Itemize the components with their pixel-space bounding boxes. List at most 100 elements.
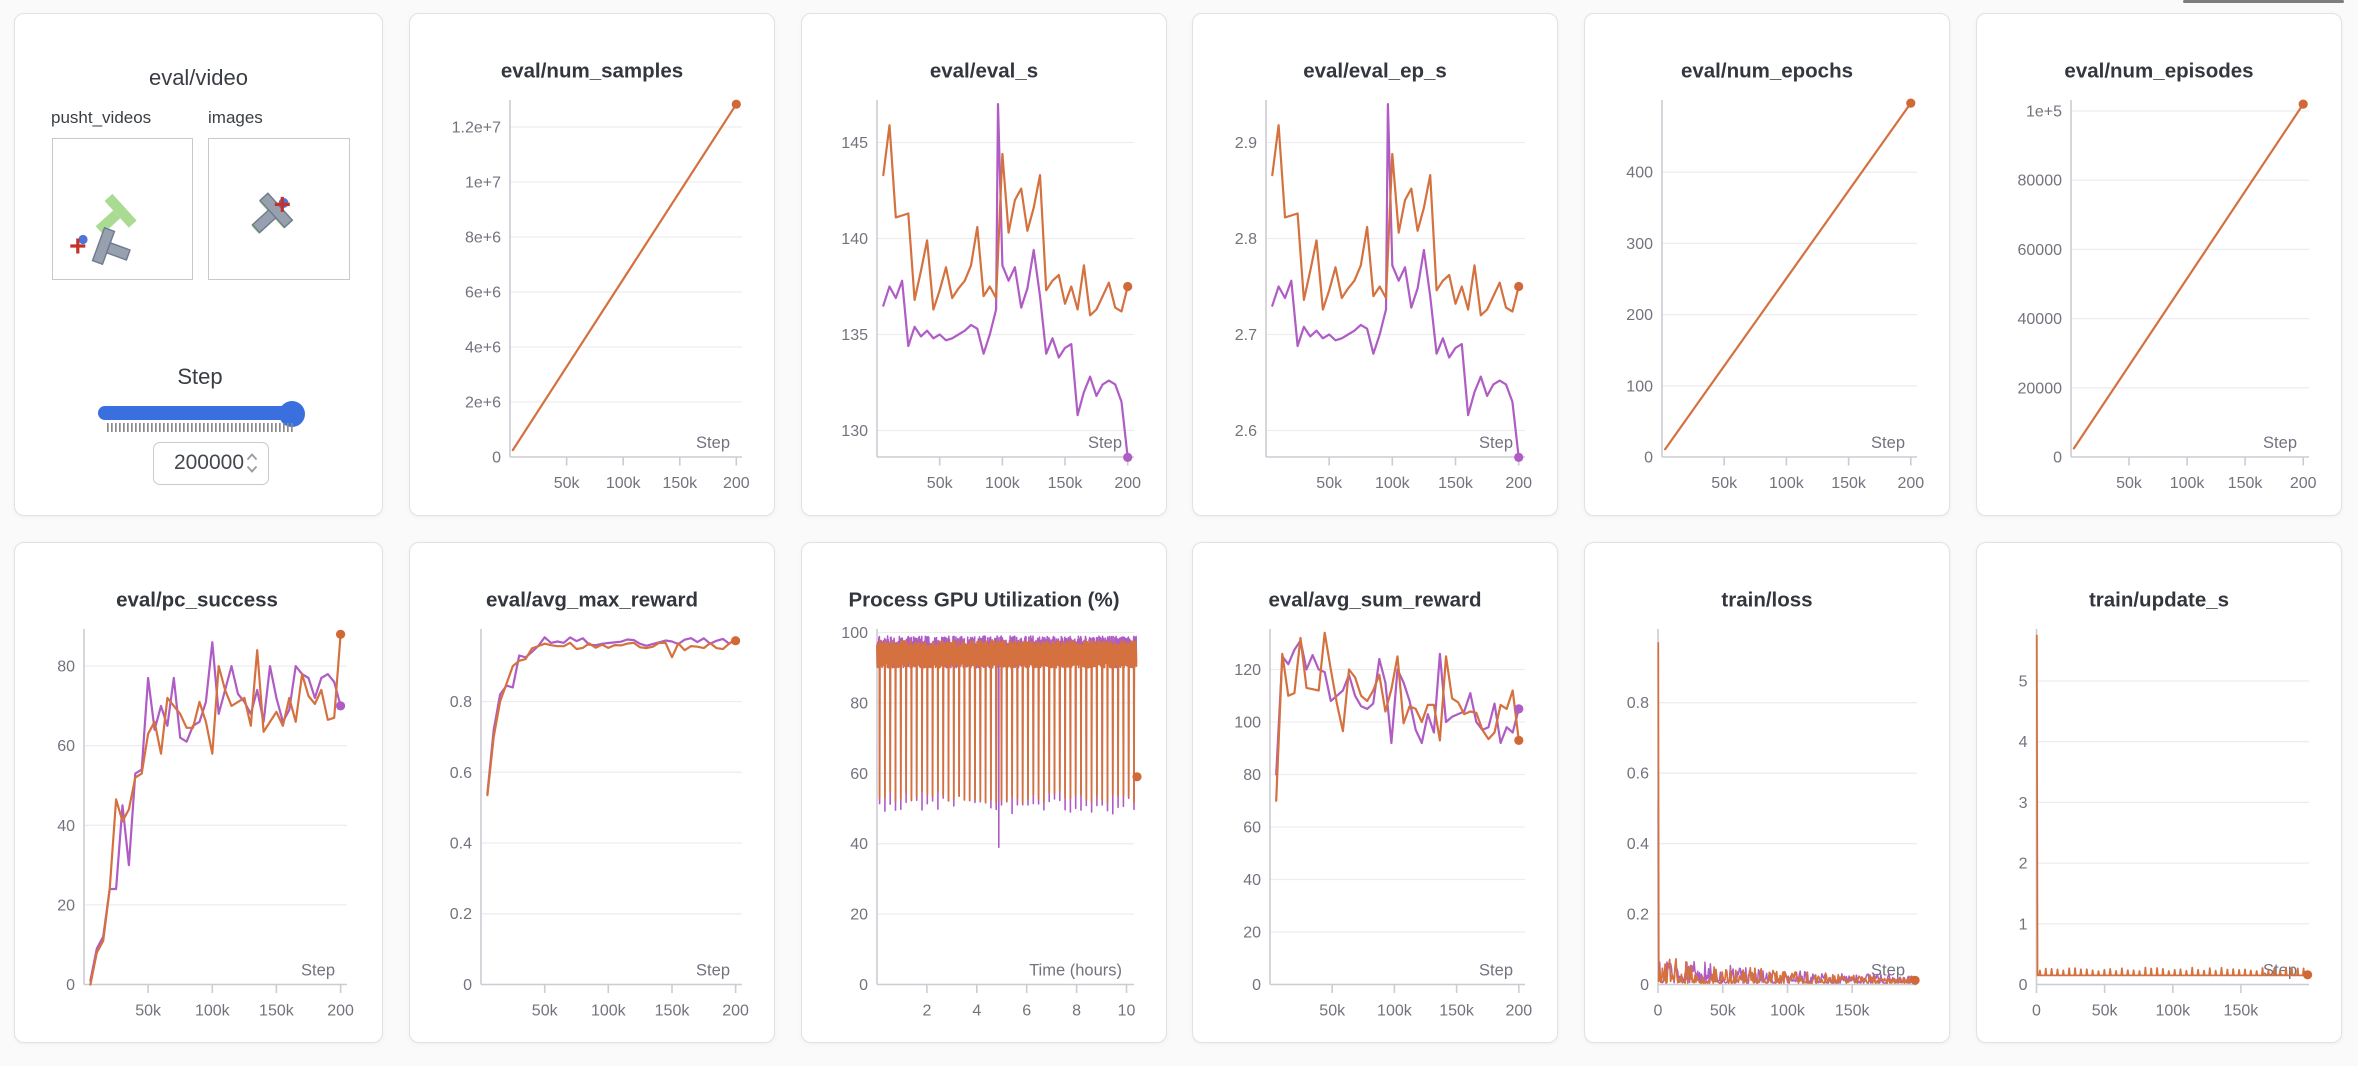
svg-text:200: 200 <box>327 1003 354 1020</box>
svg-text:20: 20 <box>1243 925 1261 942</box>
svg-text:train/update_s: train/update_s <box>2089 589 2229 612</box>
svg-text:6: 6 <box>1022 1003 1031 1020</box>
svg-text:150k: 150k <box>662 475 698 492</box>
svg-text:0.2: 0.2 <box>1627 907 1649 924</box>
svg-text:200: 200 <box>1897 475 1924 492</box>
svg-text:40: 40 <box>1243 872 1261 889</box>
svg-text:1.2e+7: 1.2e+7 <box>452 120 501 137</box>
svg-text:150k: 150k <box>1048 475 1084 492</box>
svg-text:50k: 50k <box>1711 475 1738 492</box>
svg-text:0: 0 <box>2019 977 2028 994</box>
svg-text:20000: 20000 <box>2018 380 2063 397</box>
svg-text:60000: 60000 <box>2018 242 2063 259</box>
svg-text:200: 200 <box>1505 1003 1532 1020</box>
svg-text:eval/pc_success: eval/pc_success <box>116 589 278 612</box>
svg-text:2.9: 2.9 <box>1235 135 1257 152</box>
svg-text:5: 5 <box>2019 674 2028 691</box>
svg-text:4: 4 <box>2019 734 2028 751</box>
svg-text:Step: Step <box>696 962 730 980</box>
svg-text:40: 40 <box>850 836 868 853</box>
svg-text:2: 2 <box>2019 856 2028 873</box>
svg-text:100k: 100k <box>1375 475 1411 492</box>
svg-text:200: 200 <box>723 475 750 492</box>
svg-text:80: 80 <box>57 659 75 676</box>
svg-text:100k: 100k <box>985 475 1021 492</box>
svg-text:Process GPU Utilization (%): Process GPU Utilization (%) <box>848 589 1119 612</box>
svg-text:0: 0 <box>1640 977 1649 994</box>
svg-text:130: 130 <box>841 423 868 440</box>
svg-text:100k: 100k <box>2155 1003 2191 1020</box>
svg-text:50k: 50k <box>1316 475 1343 492</box>
svg-text:0: 0 <box>492 450 501 467</box>
svg-text:eval/num_episodes: eval/num_episodes <box>2064 60 2253 83</box>
svg-text:200: 200 <box>1114 475 1141 492</box>
svg-text:0.6: 0.6 <box>1627 766 1649 783</box>
svg-text:0.2: 0.2 <box>450 906 472 923</box>
svg-text:0: 0 <box>1654 1003 1663 1020</box>
svg-text:200: 200 <box>1626 307 1653 324</box>
svg-text:150k: 150k <box>1831 475 1867 492</box>
svg-text:2.6: 2.6 <box>1235 423 1257 440</box>
svg-text:400: 400 <box>1626 165 1653 182</box>
svg-text:4: 4 <box>972 1003 981 1020</box>
svg-text:50k: 50k <box>554 475 581 492</box>
svg-text:100: 100 <box>841 625 868 642</box>
svg-text:Step: Step <box>1479 434 1513 452</box>
svg-text:60: 60 <box>57 738 75 755</box>
svg-text:100: 100 <box>1234 715 1261 732</box>
svg-text:0: 0 <box>859 977 868 994</box>
svg-text:120: 120 <box>1234 662 1261 679</box>
svg-text:300: 300 <box>1626 236 1653 253</box>
svg-text:Step: Step <box>1088 434 1122 452</box>
svg-text:Step: Step <box>301 962 335 980</box>
svg-text:80: 80 <box>1243 767 1261 784</box>
svg-text:60: 60 <box>1243 820 1261 837</box>
svg-text:4e+6: 4e+6 <box>465 340 501 357</box>
svg-text:1e+5: 1e+5 <box>2026 104 2062 121</box>
svg-text:200: 200 <box>2290 475 2317 492</box>
svg-text:0.4: 0.4 <box>450 836 472 853</box>
svg-text:100k: 100k <box>1770 1003 1806 1020</box>
svg-text:100: 100 <box>1626 378 1653 395</box>
svg-text:0: 0 <box>1252 977 1261 994</box>
svg-text:Step: Step <box>1479 962 1513 980</box>
svg-text:2.7: 2.7 <box>1235 327 1257 344</box>
svg-text:150k: 150k <box>655 1003 691 1020</box>
svg-text:1e+7: 1e+7 <box>465 175 501 192</box>
svg-text:100k: 100k <box>2170 475 2206 492</box>
svg-text:Step: Step <box>696 434 730 452</box>
svg-text:2.8: 2.8 <box>1235 231 1257 248</box>
svg-text:10: 10 <box>1118 1003 1136 1020</box>
svg-text:3: 3 <box>2019 795 2028 812</box>
svg-text:Step: Step <box>1871 434 1905 452</box>
svg-text:Time (hours): Time (hours) <box>1029 962 1122 980</box>
svg-text:80: 80 <box>850 695 868 712</box>
svg-text:0: 0 <box>2053 450 2062 467</box>
svg-text:Step: Step <box>1871 962 1905 980</box>
svg-text:150k: 150k <box>1439 1003 1475 1020</box>
svg-text:140: 140 <box>841 231 868 248</box>
svg-text:0.4: 0.4 <box>1627 836 1649 853</box>
svg-text:0: 0 <box>66 977 75 994</box>
svg-text:Step: Step <box>2263 434 2297 452</box>
svg-text:20: 20 <box>57 897 75 914</box>
svg-text:80000: 80000 <box>2018 173 2063 190</box>
svg-text:50k: 50k <box>1319 1003 1346 1020</box>
svg-text:0.6: 0.6 <box>450 765 472 782</box>
svg-text:eval/eval_ep_s: eval/eval_ep_s <box>1303 60 1447 83</box>
svg-text:100k: 100k <box>195 1003 231 1020</box>
svg-text:2: 2 <box>922 1003 931 1020</box>
svg-text:0.8: 0.8 <box>450 694 472 711</box>
svg-text:50k: 50k <box>2116 475 2143 492</box>
svg-text:0.8: 0.8 <box>1627 695 1649 712</box>
svg-text:8: 8 <box>1072 1003 1081 1020</box>
svg-text:100k: 100k <box>606 475 642 492</box>
svg-text:60: 60 <box>850 766 868 783</box>
svg-text:50k: 50k <box>135 1003 162 1020</box>
svg-text:2e+6: 2e+6 <box>465 395 501 412</box>
svg-text:eval/num_samples: eval/num_samples <box>501 60 683 83</box>
svg-text:eval/avg_max_reward: eval/avg_max_reward <box>486 589 698 612</box>
svg-text:40: 40 <box>57 818 75 835</box>
svg-text:135: 135 <box>841 327 868 344</box>
svg-text:eval/avg_sum_reward: eval/avg_sum_reward <box>1268 589 1481 612</box>
